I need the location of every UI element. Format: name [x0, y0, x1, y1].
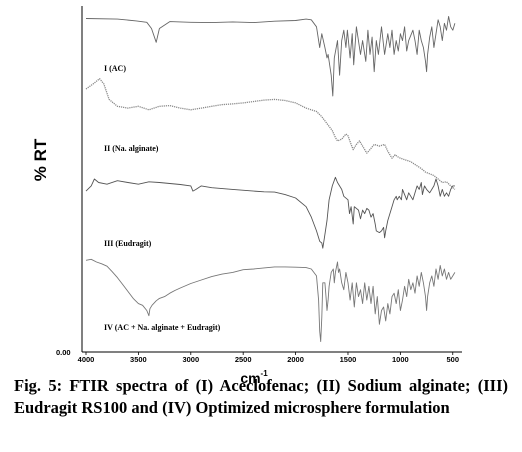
x-tick-label: 2000 [287, 355, 304, 364]
x-tick-label: 3500 [130, 355, 147, 364]
x-tick-label: 4000 [78, 355, 95, 364]
x-tick-label: 500 [447, 355, 460, 364]
series-eudragit-line [85, 176, 455, 249]
x-tick-label: 3000 [182, 355, 199, 364]
x-tick-label: 2500 [235, 355, 252, 364]
series-formulation-line [85, 258, 456, 343]
x-tick-label: 1500 [340, 355, 357, 364]
series-eudragit-label: III (Eudragit) [104, 239, 152, 248]
series-sodium-alginate-line [85, 78, 456, 190]
x-axis-label-exponent: -1 [261, 369, 269, 378]
x-tick-label: 1000 [392, 355, 409, 364]
series-aceclofenac-line [85, 15, 456, 97]
x-axis-label-unit: cm [240, 370, 260, 386]
y-axis-label: % RT [31, 138, 50, 181]
x-axis-label: cm-1 [240, 369, 268, 386]
series-label-group: I (AC) II (Na. alginate) III (Eudragit) IV … [104, 64, 221, 332]
series-aceclofenac-label: I (AC) [104, 64, 126, 73]
figure-caption: Fig. 5: FTIR spectra of (I) Aceclofenac;… [14, 376, 508, 417]
series-sodium-alginate-label: II (Na. alginate) [104, 144, 159, 153]
y-tick-label: 0.00 [56, 348, 71, 357]
x-tick-group: 4000 3500 3000 2500 2000 1500 1000 500 [78, 352, 459, 364]
series-group [85, 15, 456, 343]
series-formulation-label: IV (AC + Na. alginate + Eudragit) [104, 323, 221, 332]
